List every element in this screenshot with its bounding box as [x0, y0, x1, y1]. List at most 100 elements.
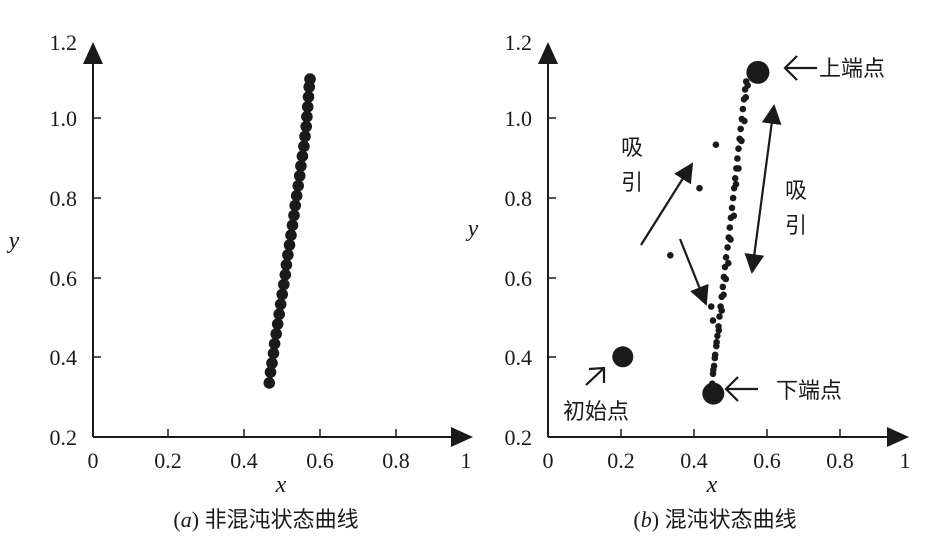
- data-point: [728, 204, 736, 212]
- panel-a-y-tick-label: 0.4: [50, 345, 78, 370]
- panel-b-caption-label: b: [641, 507, 652, 532]
- data-point: [283, 239, 296, 251]
- panel-b-caption-title: 混沌状态曲线: [665, 508, 797, 533]
- data-point: [290, 189, 303, 202]
- data-point: [271, 318, 284, 330]
- lower-endpoint-pointer-arrow: [724, 376, 758, 402]
- panel-a-caption-label: a: [181, 507, 192, 532]
- panel-b-x-tick-label: 0.6: [753, 448, 781, 473]
- panel-a-x-tick: 0.4: [230, 429, 258, 473]
- panel-a-x-axis-label: x: [275, 472, 287, 498]
- panel-b-y-ticks: 0.2 0.4 0.6 0.8 1.0 1.2: [505, 30, 556, 450]
- panel-b-y-tick: 1.0: [505, 106, 556, 131]
- data-point: [725, 259, 732, 267]
- data-point: [720, 291, 727, 299]
- panel-a-x-tick: 0: [88, 429, 99, 473]
- attraction-label-left-char-2: 引: [621, 171, 643, 196]
- data-point: [732, 180, 740, 188]
- panel-a-caption-title: 非混沌状态曲线: [205, 508, 359, 533]
- panel-b-x-axis-label: x: [706, 472, 718, 498]
- data-point: [270, 328, 283, 340]
- panel-a-y-tick: 0.6: [50, 266, 101, 291]
- data-point: [738, 137, 745, 145]
- data-point: [716, 313, 723, 320]
- panel-b-x-axis-arrowhead: [887, 427, 909, 447]
- data-point: [710, 366, 717, 374]
- panel-b-y-tick-label: 0.8: [505, 186, 533, 211]
- panel-b-x-tick-label: 0.2: [607, 448, 635, 473]
- panel-a-caption: (a) 非混沌状态曲线: [173, 507, 358, 533]
- panel-b-x-tick-label: 0.8: [826, 448, 854, 473]
- data-point: [301, 101, 314, 113]
- panel-a-y-tick: 0.4: [50, 345, 101, 370]
- data-point: [289, 199, 302, 212]
- data-point: [719, 283, 727, 291]
- data-point: [735, 145, 742, 152]
- data-point: [282, 249, 294, 261]
- panel-b-y-tick-label: 0.4: [505, 345, 533, 370]
- panel-b-y-tick-label: 0.6: [505, 266, 533, 291]
- panel-b-y-tick-label: 1.2: [505, 30, 533, 55]
- data-point: [304, 73, 316, 85]
- data-point: [730, 212, 738, 220]
- data-point: [739, 105, 747, 113]
- upper-endpoint-pointer-arrow: [783, 55, 817, 81]
- initial-point-label: 初始点: [563, 400, 629, 425]
- data-point: [280, 259, 293, 271]
- data-point: [709, 317, 717, 324]
- data-point: [274, 298, 287, 311]
- panel-a-x-tick-label: 0.6: [306, 448, 334, 473]
- panel-b-y-tick: 0.6: [505, 266, 556, 291]
- data-point: [734, 155, 741, 162]
- attraction-arrow-double-right: [744, 104, 782, 274]
- data-point: [295, 160, 307, 172]
- attraction-arrow-up-left: [640, 162, 694, 246]
- panel-a-y-tick-label: 0.8: [50, 186, 78, 211]
- data-point: [696, 184, 703, 192]
- data-point: [293, 170, 306, 182]
- panel-b-y-tick: 1.2: [505, 30, 533, 55]
- panel-b-axes: [538, 42, 909, 447]
- panel-a-y-ticks: 0.2 0.4 0.6 0.8 1.0 1.2: [50, 30, 101, 450]
- panel-a-x-tick-label: 0.4: [230, 448, 258, 473]
- data-point: [714, 332, 721, 340]
- panel-a-y-tick: 1.0: [50, 106, 101, 131]
- data-point: [296, 150, 309, 162]
- attraction-label-left-char-1: 吸: [621, 136, 643, 161]
- data-point: [742, 94, 750, 101]
- data-point: [301, 110, 313, 123]
- panel-a-y-tick: 1.2: [50, 30, 78, 55]
- panel-b: 0 0.2 0.4 0.6 0.8 1 0.2 0.4 0.6 0.8 1.0 …: [466, 30, 911, 533]
- panel-a-y-tick: 0.2: [50, 425, 78, 450]
- panel-b-y-tick: 0.4: [505, 345, 556, 370]
- panel-b-x-tick-label: 0: [543, 448, 554, 473]
- data-point: [264, 366, 277, 379]
- panel-a-x-tick-label: 0.8: [382, 448, 410, 473]
- panel-a-x-tick-label: 0: [88, 448, 99, 473]
- data-point: [737, 125, 744, 133]
- data-point: [718, 307, 725, 314]
- panel-a-y-tick-label: 1.0: [50, 106, 78, 131]
- panel-b-y-axis-arrowhead: [538, 42, 558, 64]
- panel-b-x-tick: 0.2: [607, 429, 635, 473]
- panel-b-x-tick: 0.8: [826, 429, 854, 473]
- attraction-label-right-char-2: 引: [785, 214, 807, 239]
- data-point: [726, 224, 734, 231]
- data-point: [268, 338, 281, 350]
- data-point: [278, 278, 290, 291]
- panel-b-y-tick: 0.8: [505, 186, 556, 211]
- data-point: [298, 140, 310, 153]
- panel-b-y-tick-label: 1.0: [505, 106, 533, 131]
- data-point: [267, 347, 280, 360]
- data-point: [711, 354, 719, 362]
- panel-a-y-tick-label: 1.2: [50, 30, 78, 55]
- panel-a-points: [263, 73, 316, 389]
- attraction-label-right-char-1: 吸: [785, 179, 807, 204]
- panel-a-x-tick: 0.6: [306, 429, 334, 473]
- panel-b-y-axis-label: y: [466, 216, 479, 242]
- upper-endpoint-label: 上端点: [819, 57, 885, 82]
- data-point: [279, 268, 292, 281]
- data-point: [713, 338, 720, 346]
- panel-a-x-tick-label: 0.2: [154, 448, 182, 473]
